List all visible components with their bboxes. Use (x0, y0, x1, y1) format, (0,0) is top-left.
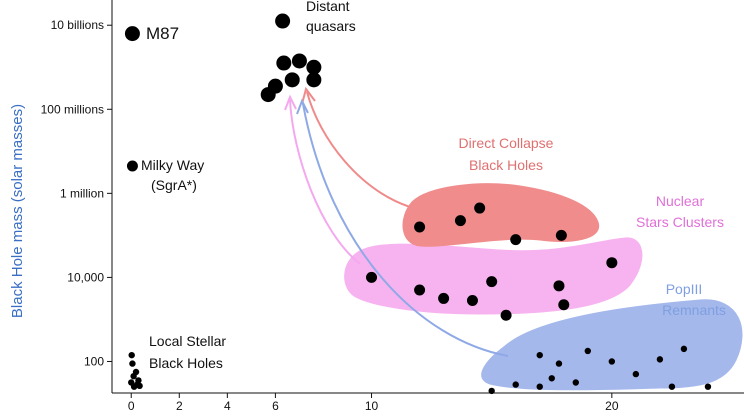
point-milky-way-sgra (126, 160, 138, 172)
point-nuclear-stars-clusters (500, 309, 512, 321)
y-axis-label: Black Hole mass (solar masses) (9, 104, 26, 318)
x-tick-label: 4 (224, 399, 231, 413)
point-nuclear-stars-clusters (553, 280, 565, 292)
point-local-stellar-black-holes (130, 372, 137, 380)
label-quasars-1: Distant (306, 0, 350, 14)
point-local-stellar-black-holes (128, 351, 135, 359)
arrow-nsc-head (284, 94, 297, 111)
label-popiii-2: Remnants (662, 302, 726, 318)
point-popiii-remnants (536, 351, 543, 359)
point-direct-collapse-black-holes (414, 221, 426, 233)
x-tick-label: 10 (365, 399, 379, 413)
label-nsc-1: Nuclear (656, 193, 705, 209)
arrow-nsc (289, 99, 361, 265)
point-popiii-remnants (704, 383, 712, 390)
y-ticks: 100 10,000 1 million 100 millions 10 billion… (41, 18, 112, 368)
point-nuclear-stars-clusters (414, 284, 426, 296)
nsc-region (344, 237, 643, 315)
y-tick-label: 1 million (60, 186, 104, 200)
point-distant-quasars (276, 55, 292, 71)
point-popiii-remnants (656, 356, 664, 363)
label-dcbh-1: Direct Collapse (459, 135, 554, 151)
data-points (124, 13, 712, 395)
point-distant-quasars (291, 53, 307, 69)
dcbh-region (402, 183, 600, 247)
point-direct-collapse-black-holes (474, 202, 486, 214)
point-popiii-remnants (536, 383, 543, 390)
label-m87: M87 (146, 24, 179, 43)
point-popiii-remnants (512, 381, 519, 388)
point-local-stellar-black-holes (136, 382, 143, 390)
x-tick-label: 20 (605, 399, 619, 413)
point-nuclear-stars-clusters (486, 276, 498, 288)
label-local-2: Black Holes (149, 355, 223, 371)
point-m87 (124, 26, 140, 42)
label-local-1: Local Stellar (149, 333, 226, 349)
point-distant-quasars (284, 72, 300, 88)
label-popiii-1: PopIII (666, 281, 703, 297)
label-milky-way-2: (SgrA*) (151, 177, 197, 193)
point-direct-collapse-black-holes (454, 215, 466, 227)
x-tick-label: 0 (128, 399, 135, 413)
point-popiii-remnants (488, 387, 495, 395)
point-distant-quasars (260, 87, 276, 103)
popiii-region (481, 299, 743, 391)
point-distant-quasars (275, 13, 291, 29)
point-nuclear-stars-clusters (466, 295, 478, 307)
point-popiii-remnants (668, 383, 676, 390)
label-quasars-2: quasars (306, 18, 356, 34)
point-local-stellar-black-holes (130, 383, 138, 390)
point-nuclear-stars-clusters (606, 257, 618, 269)
point-popiii-remnants (572, 379, 579, 386)
y-tick-label: 10 billions (51, 18, 104, 32)
x-ticks: 0 2 4 6 10 20 (128, 393, 619, 413)
point-popiii-remnants (548, 375, 555, 382)
point-nuclear-stars-clusters (366, 271, 378, 283)
arrow-pop3-head (296, 98, 309, 115)
label-dcbh-2: Black Holes (469, 157, 543, 173)
point-direct-collapse-black-holes (555, 229, 567, 241)
point-distant-quasars (306, 72, 322, 88)
arrows (284, 86, 509, 357)
label-milky-way-1: Milky Way (141, 157, 204, 173)
x-tick-label: 2 (176, 399, 183, 413)
y-tick-label: 100 (84, 354, 104, 368)
arrow-dcbh (306, 91, 411, 208)
point-popiii-remnants (584, 347, 592, 355)
arrow-pop3 (302, 103, 509, 357)
point-local-stellar-black-holes (129, 360, 136, 367)
point-popiii-remnants (608, 358, 616, 365)
y-tick-label: 100 millions (41, 102, 104, 116)
label-nsc-2: Stars Clusters (636, 214, 724, 230)
point-direct-collapse-black-holes (510, 234, 522, 246)
y-tick-label: 10,000 (67, 270, 104, 284)
point-popiii-remnants (555, 360, 563, 367)
point-nuclear-stars-clusters (438, 292, 450, 304)
point-nuclear-stars-clusters (558, 299, 570, 311)
point-popiii-remnants (680, 345, 688, 353)
x-tick-label: 6 (272, 399, 279, 413)
point-popiii-remnants (632, 370, 640, 378)
point-distant-quasars (306, 59, 322, 75)
arrow-dcbh-head (301, 86, 316, 105)
